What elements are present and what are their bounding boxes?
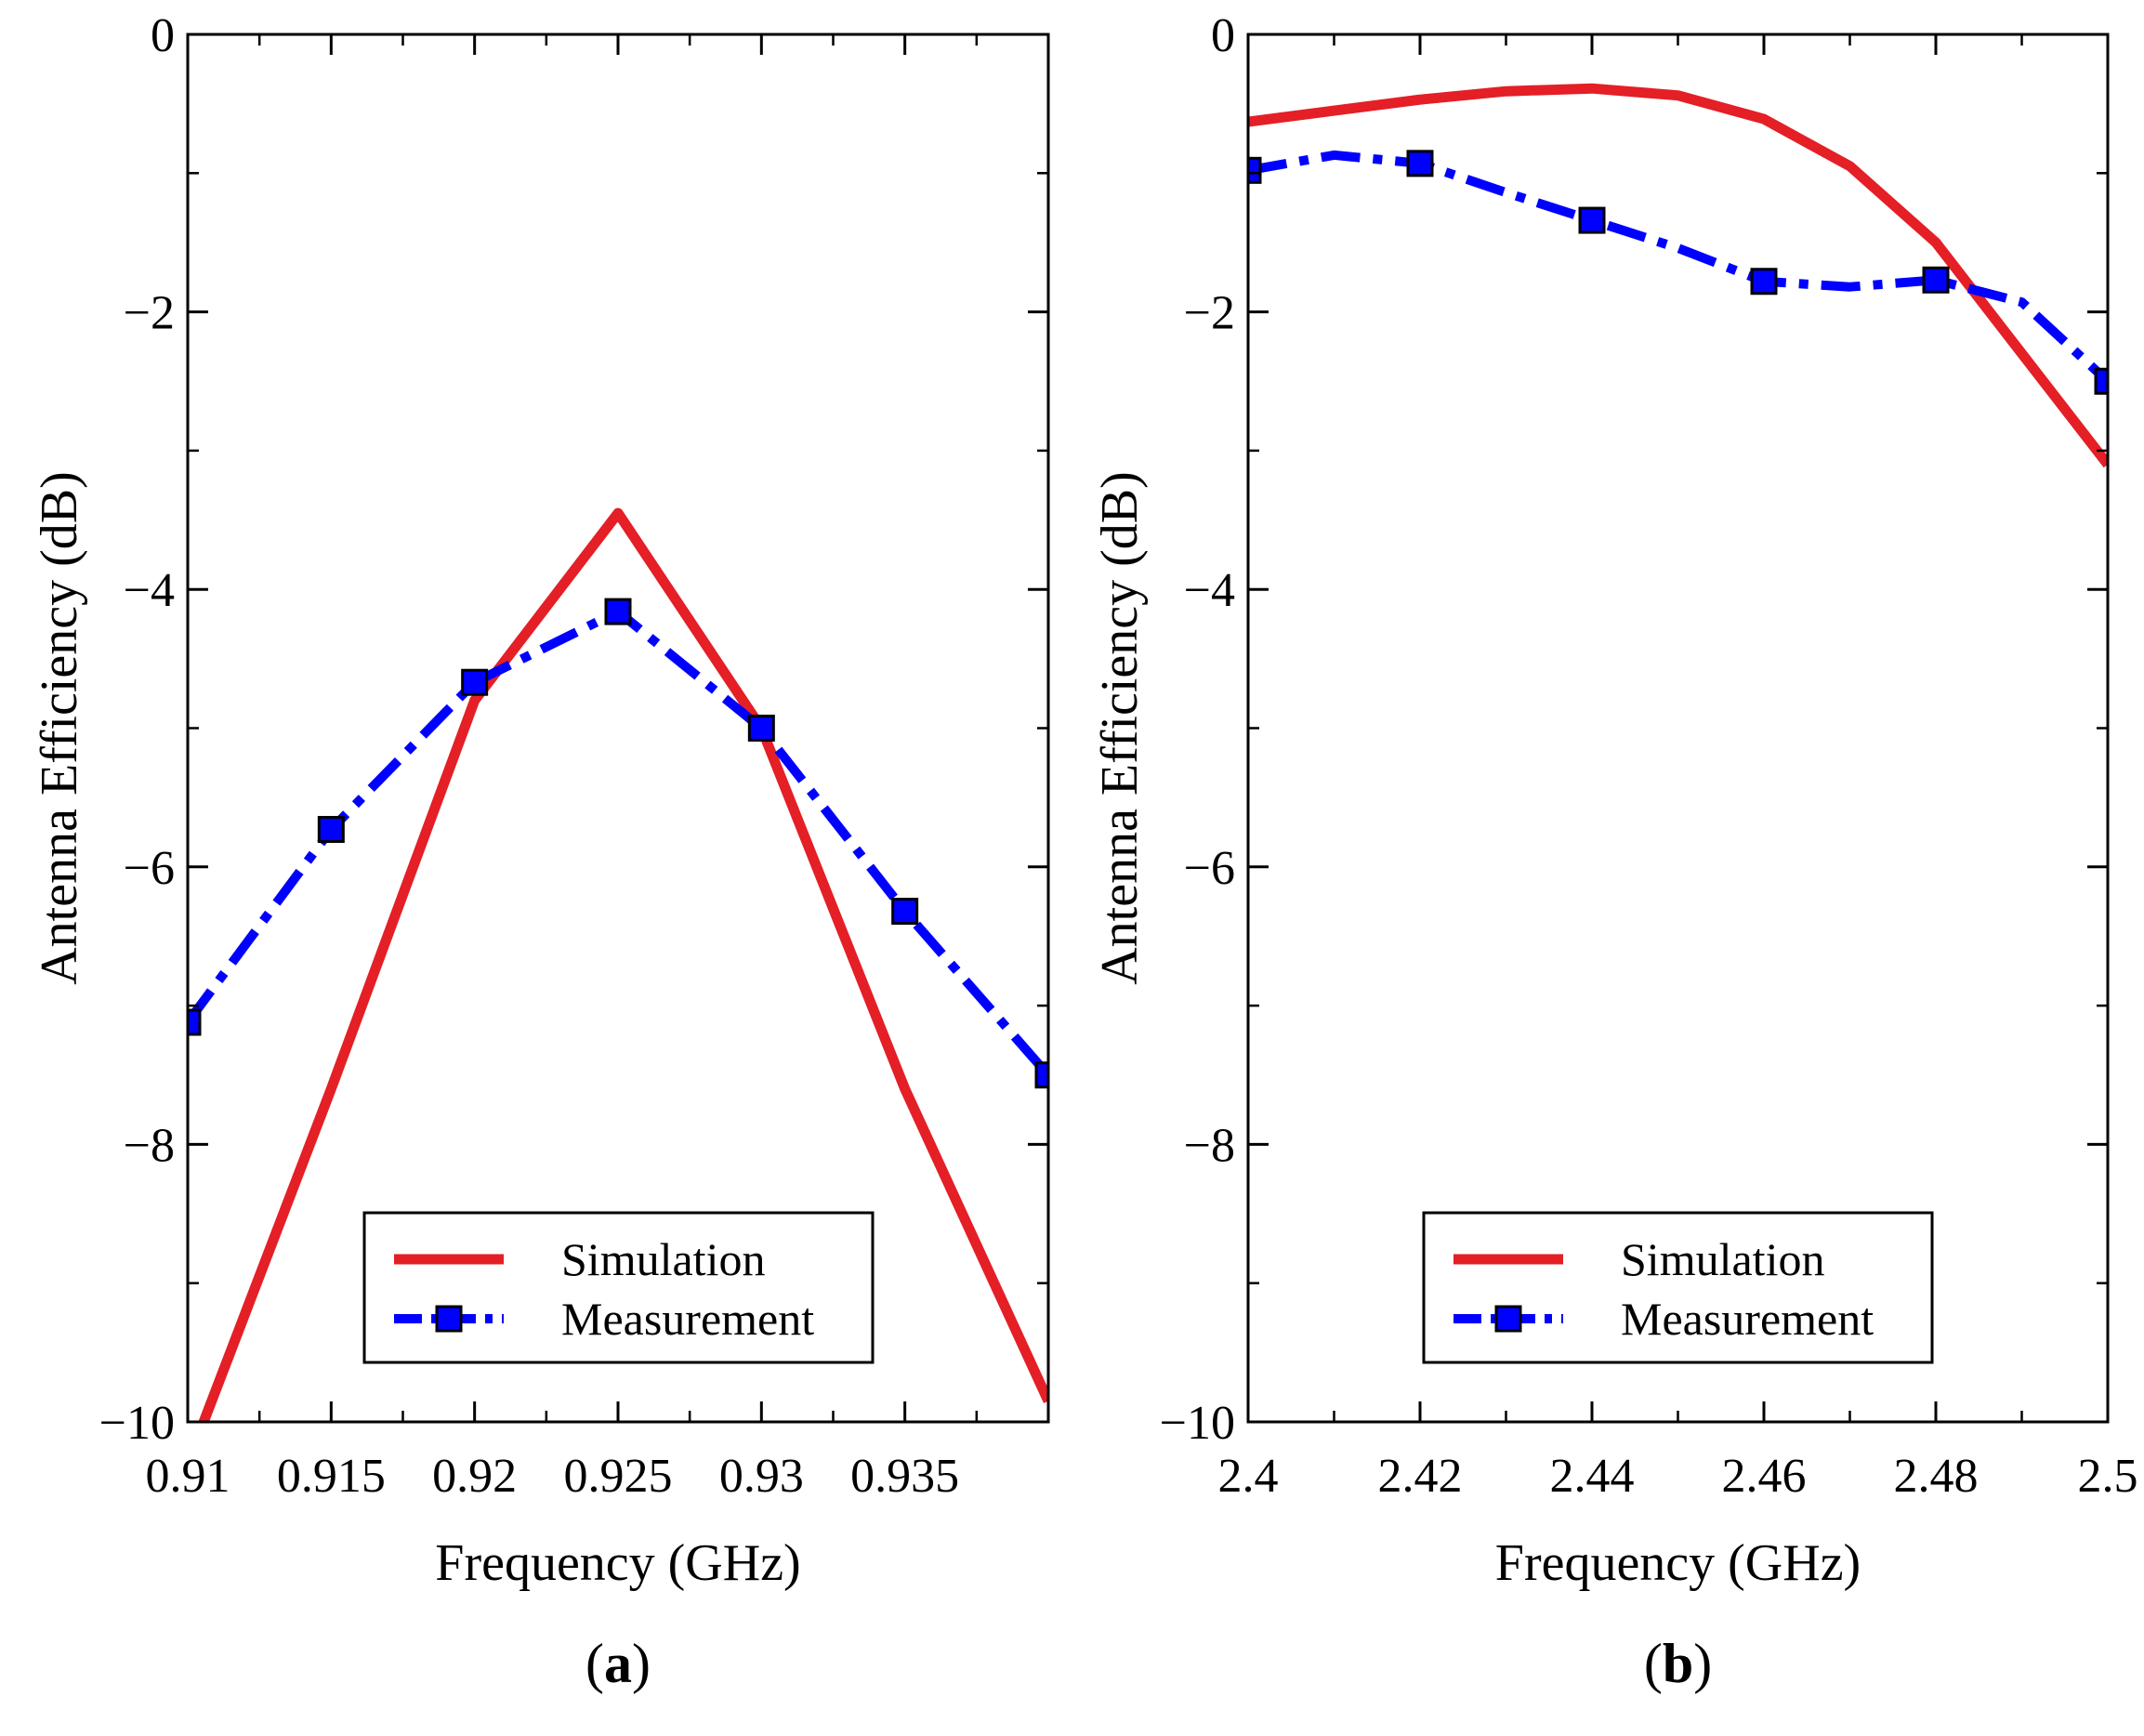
measurement-marker (891, 898, 919, 926)
legend: Simulation Measurement (1422, 1211, 1934, 1364)
y-axis-title: Antenna Efficiency (dB) (31, 471, 88, 985)
markers-layer (1248, 150, 2108, 395)
measurement-marker (1578, 206, 1606, 234)
y-tick-label: −4 (1184, 564, 1235, 617)
ticks-layer (186, 33, 1048, 1424)
x-tick-label: 2.46 (1722, 1450, 1807, 1503)
y-tick-label: −4 (124, 564, 175, 617)
y-tick-label: 0 (151, 9, 175, 62)
x-tick-label: 2.48 (1894, 1450, 1979, 1503)
panel-a: 0.91 0.915 0.92 0.925 0.93 0.9350−2−4−6−8−10 … (31, 9, 1050, 1694)
y-tick-label: −2 (1184, 287, 1235, 340)
y-tick-label: −8 (124, 1119, 175, 1172)
measurement-marker (1922, 266, 1950, 294)
x-tick-label: 0.925 (564, 1450, 673, 1503)
x-tick-label: 2.42 (1378, 1450, 1463, 1503)
measurement-line (1248, 150, 2108, 385)
panel-caption-letter: b (1663, 1633, 1693, 1694)
simulation-line (1248, 83, 2108, 468)
tick-labels-layer: 0.91 0.915 0.92 0.925 0.93 0.935 0 −2 −4 −6 −8 −10 (99, 9, 959, 1503)
measurement-line (188, 607, 1048, 1079)
measurement-marker (1406, 150, 1434, 178)
measurement-marker (1750, 268, 1778, 296)
markers-layer (188, 598, 1048, 1089)
panel-b: 2.4 2.42 2.44 2.46 2.48 2.5 0 −2 −4 −6 −8 −10 Frequ… (1091, 9, 2138, 1694)
y-tick-label: −6 (124, 842, 175, 895)
y-tick-label: −6 (1184, 842, 1235, 895)
ticks-layer (1246, 33, 2110, 1424)
x-axis-title: Frequency (GHz) (1495, 1534, 1861, 1592)
legend-measurement-label: Measurement (1621, 1293, 1874, 1345)
x-tick-label: 0.93 (719, 1450, 804, 1503)
legend-measurement-marker (435, 1305, 463, 1333)
legend-simulation-label: Simulation (561, 1233, 765, 1285)
y-tick-label: −2 (124, 287, 175, 340)
y-tick-label: −10 (99, 1397, 175, 1450)
legend-measurement-label: Measurement (561, 1293, 814, 1345)
legend-box (362, 1211, 875, 1364)
x-tick-label: 2.4 (1218, 1450, 1279, 1503)
x-tick-label: 2.44 (1550, 1450, 1635, 1503)
x-tick-label: 0.91 (146, 1450, 230, 1503)
x-tick-label: 0.92 (432, 1450, 517, 1503)
measurement-marker (1248, 156, 1262, 184)
tick-labels-layer: 2.4 2.42 2.44 2.46 2.48 2.5 0 −2 −4 −6 −8 −10 (1160, 9, 2138, 1503)
y-tick-label: −8 (1184, 1119, 1235, 1172)
simulation-line (198, 507, 1048, 1422)
x-tick-label: 0.915 (277, 1450, 386, 1503)
measurement-marker (461, 668, 489, 696)
y-axis-title: Antenna Efficiency (dB) (1091, 471, 1149, 985)
panel-caption: (b) (1644, 1633, 1712, 1694)
measurement-marker (1034, 1061, 1048, 1089)
series-layer (1248, 83, 2108, 468)
x-tick-label: 2.5 (2078, 1450, 2138, 1503)
x-tick-label: 0.935 (850, 1450, 959, 1503)
measurement-marker (604, 598, 632, 625)
y-tick-label: 0 (1211, 9, 1235, 62)
legend-measurement-marker (1494, 1305, 1522, 1333)
measurement-marker (747, 715, 775, 742)
measurement-marker (2094, 367, 2108, 395)
legend-simulation-label: Simulation (1621, 1233, 1824, 1285)
panel-caption: (a) (585, 1633, 651, 1694)
y-tick-label: −10 (1160, 1397, 1235, 1450)
x-axis-title: Frequency (GHz) (435, 1534, 800, 1592)
panel-caption-letter: a (604, 1633, 632, 1694)
measurement-marker (188, 1008, 202, 1036)
legend: Simulation Measurement (362, 1211, 875, 1364)
measurement-marker (317, 815, 345, 843)
legend-box (1422, 1211, 1934, 1364)
